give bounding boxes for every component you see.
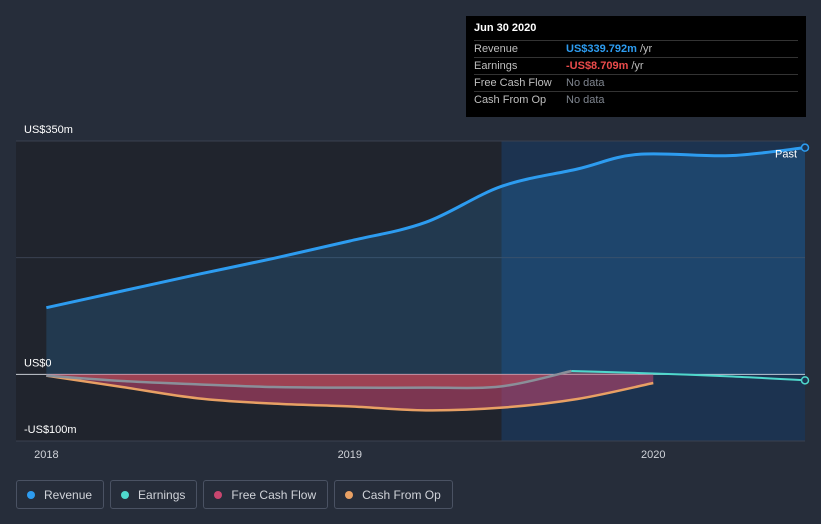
tooltip: Jun 30 2020 Revenue US$339.792m/yr Earning… <box>466 16 806 117</box>
tooltip-rows: Revenue US$339.792m/yr Earnings -US$8.709m /… <box>474 40 798 108</box>
legend-label: Revenue <box>44 487 93 502</box>
x-tick-label: 2019 <box>338 449 362 461</box>
tooltip-row-label: Revenue <box>474 43 519 55</box>
legend-dot-icon <box>27 490 35 499</box>
tooltip-row-value: No data <box>566 77 605 89</box>
tooltip-row: Earnings -US$8.709m/yr <box>474 57 798 74</box>
legend-label: Cash From Op <box>362 487 441 502</box>
legend-dot-icon <box>345 490 354 499</box>
y-tick-label: US$350m <box>24 124 73 136</box>
tooltip-row-label: Cash From Op <box>474 94 547 106</box>
earnings-end-point <box>800 376 810 385</box>
y-tick-label: US$0 <box>24 357 52 369</box>
legend-item-revenue[interactable]: Revenue <box>16 480 105 509</box>
tooltip-row: Revenue US$339.792m/yr <box>474 40 798 57</box>
tooltip-row-label: Free Cash Flow <box>474 77 552 89</box>
revenue-area <box>46 147 806 375</box>
legend-item-earnings[interactable]: Earnings <box>110 480 198 509</box>
x-tick-label: 2018 <box>34 449 58 461</box>
x-axis-labels: 2018 2019 2020 <box>34 449 665 461</box>
tooltip-row-value: No data <box>566 94 605 106</box>
legend-dot-icon <box>214 490 223 499</box>
tooltip-row: Free Cash Flow No data <box>474 74 798 91</box>
tooltip-row-value: -US$8.709m <box>566 60 629 72</box>
grid <box>16 140 805 442</box>
legend-item-cash-from-op[interactable]: Cash From Op <box>334 480 453 509</box>
tooltip-row-value: US$339.792m <box>566 43 637 55</box>
earnings-line <box>571 370 806 382</box>
legend: Revenue Earnings Free Cash Flow Cash From O… <box>16 480 453 509</box>
tooltip-row-unit: /yr <box>639 43 653 55</box>
legend-item-free-cash-flow[interactable]: Free Cash Flow <box>203 480 329 509</box>
x-tick-label: 2020 <box>641 449 665 461</box>
revenue-end-point <box>800 143 810 152</box>
y-tick-label: -US$100m <box>24 424 77 436</box>
series-lines <box>46 143 810 412</box>
tooltip-row-label: Earnings <box>474 60 518 72</box>
legend-dot-icon <box>121 490 130 499</box>
legend-label: Earnings <box>138 487 186 502</box>
tooltip-row-unit: /yr <box>631 60 644 72</box>
y-axis-labels: US$350m US$0 -US$100m <box>24 124 77 436</box>
tooltip-date: Jun 30 2020 <box>474 22 537 34</box>
past-label: Past <box>775 149 797 161</box>
earnings-line-negative <box>46 369 572 390</box>
cash-from-op-line <box>46 374 654 412</box>
tooltip-row: Cash From Op No data <box>474 91 798 108</box>
revenue-line <box>46 146 806 310</box>
legend-label: Free Cash Flow <box>231 487 317 502</box>
